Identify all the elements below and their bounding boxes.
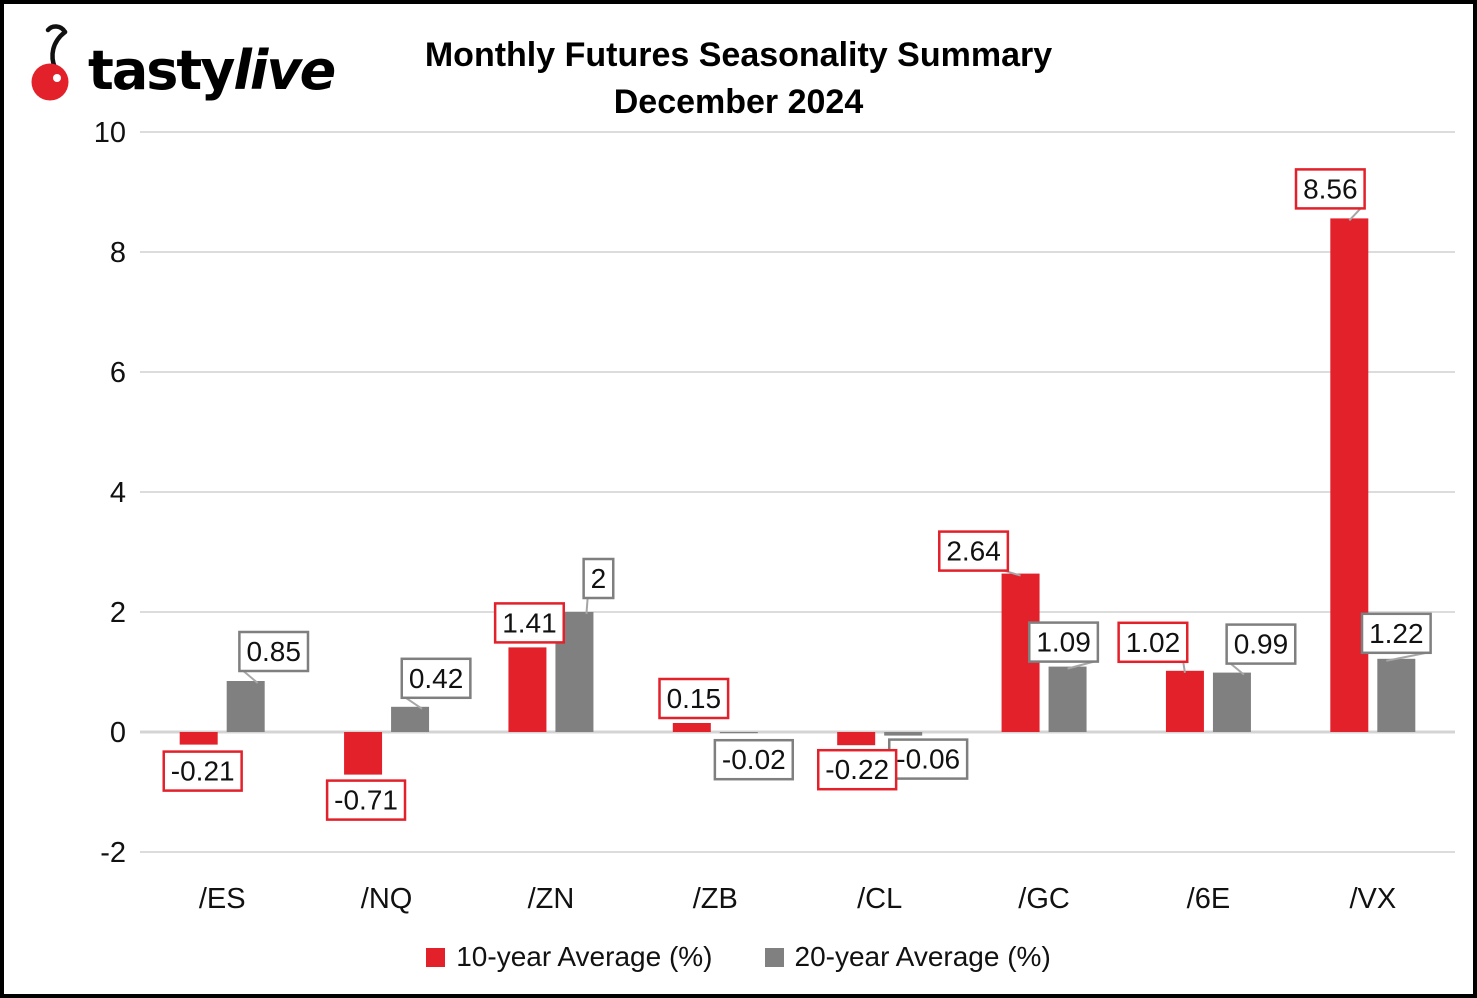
y-tick-label: 6 <box>110 357 126 389</box>
x-axis-label: /GC <box>1018 883 1070 915</box>
bar-red-ES <box>179 732 218 745</box>
data-label-box <box>1225 623 1297 665</box>
data-label-box <box>1360 612 1432 655</box>
data-label-value: 1.02 <box>1126 627 1181 658</box>
data-label-box <box>1294 168 1366 210</box>
data-label-box <box>1117 621 1189 664</box>
data-label-box <box>1028 621 1100 663</box>
legend: 10-year Average (%) 20-year Average (%) <box>0 941 1477 973</box>
label-leader-line <box>242 670 259 684</box>
x-axis-label: /ES <box>199 883 246 915</box>
bar-red-6E <box>1165 670 1204 732</box>
x-axis-label: /6E <box>1187 883 1231 915</box>
logo-word-live: live <box>233 39 336 102</box>
data-label-box <box>713 738 795 781</box>
bar-gray-CL <box>884 732 923 736</box>
data-label-value: 2.64 <box>946 536 1001 567</box>
label-leader-line <box>1386 651 1427 662</box>
tastylive-logo: tastylive <box>24 22 336 106</box>
data-label-value: -0.22 <box>825 754 889 785</box>
y-tick-label: 10 <box>94 117 126 149</box>
chart-title: Monthly Futures Seasonality Summary Dece… <box>0 32 1477 126</box>
legend-item-10yr: 10-year Average (%) <box>426 941 713 973</box>
logo-word-tasty: tasty <box>88 39 235 102</box>
x-axis-label: /ZB <box>693 883 738 915</box>
label-leader-line <box>1348 207 1362 222</box>
data-label-value: 0.15 <box>667 683 722 714</box>
legend-swatch-gray <box>764 947 784 967</box>
data-label-value: 8.56 <box>1303 173 1358 204</box>
data-label-box <box>816 748 898 791</box>
data-label-value: -0.21 <box>171 756 235 787</box>
label-leader-line <box>1230 662 1245 676</box>
bar-gray-ES <box>226 681 265 732</box>
data-label-box <box>162 750 243 792</box>
y-tick-label: 2 <box>110 597 126 629</box>
y-tick-label: -2 <box>100 837 126 869</box>
bar-gray-6E <box>1212 672 1251 732</box>
data-label-value: 2 <box>591 563 607 594</box>
legend-swatch-red <box>426 947 446 967</box>
data-label-box <box>887 738 969 780</box>
bar-gray-NQ <box>391 706 430 732</box>
bar-gray-VX <box>1377 658 1416 732</box>
label-leader-line <box>585 597 589 615</box>
bar-gray-GC <box>1048 666 1087 732</box>
data-label-box <box>400 657 472 700</box>
data-label-value: 1.41 <box>502 607 557 638</box>
data-label-value: 1.22 <box>1369 618 1424 649</box>
chart-title-line1: Monthly Futures Seasonality Summary <box>424 36 1053 74</box>
x-axis-label: /VX <box>1349 883 1396 915</box>
data-label-box <box>938 530 1010 572</box>
data-label-box <box>493 602 565 644</box>
bar-red-ZB <box>672 723 711 732</box>
data-label-value: 0.42 <box>409 663 464 694</box>
data-label-value: -0.06 <box>896 744 960 775</box>
data-label-value: 0.85 <box>246 636 301 667</box>
chart-title-line2: December 2024 <box>613 83 864 121</box>
logo-wordmark: tastylive <box>88 30 336 98</box>
data-label-value: -0.71 <box>334 785 398 816</box>
x-axis-label: /NQ <box>361 883 413 915</box>
data-label-box <box>325 779 407 821</box>
x-axis-label: /CL <box>857 883 902 915</box>
data-label-value: -0.02 <box>722 744 786 775</box>
legend-label-20yr: 20-year Average (%) <box>794 941 1051 972</box>
label-leader-line <box>1182 661 1186 673</box>
data-label-box <box>238 630 310 673</box>
bar-red-VX <box>1330 218 1369 732</box>
bar-red-ZN <box>508 647 547 732</box>
cherry-logo-icon <box>31 24 69 101</box>
data-label-box <box>658 677 730 720</box>
x-axis-label: /ZN <box>528 883 575 915</box>
data-label-value: 1.09 <box>1036 627 1091 658</box>
legend-item-20yr: 20-year Average (%) <box>764 941 1051 973</box>
y-tick-label: 4 <box>110 477 126 509</box>
bar-red-NQ <box>344 732 383 775</box>
legend-label-10yr: 10-year Average (%) <box>456 941 713 972</box>
y-tick-label: 8 <box>110 237 126 269</box>
bar-red-CL <box>837 732 876 746</box>
label-leader-line <box>405 696 423 710</box>
data-label-box <box>582 557 615 600</box>
data-label-value: 0.99 <box>1234 629 1289 660</box>
y-tick-label: 0 <box>110 717 126 749</box>
bar-gray-ZB <box>719 732 758 734</box>
